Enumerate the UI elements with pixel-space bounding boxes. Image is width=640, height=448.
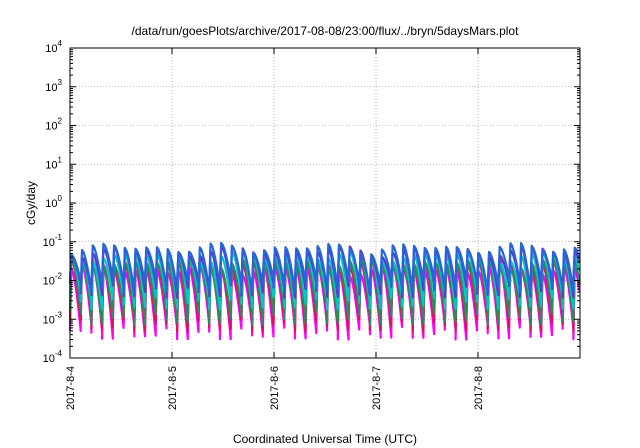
x-tick-labels: 2017-8-4 2017-8-5 2017-8-6 2017-8-7 2017-8-8 [65, 366, 485, 410]
axis-ticks [69, 47, 580, 359]
y-tick-label: 10-2 [43, 272, 63, 288]
y-tick-label: 104 [45, 39, 62, 55]
y-tick-label: 101 [45, 155, 62, 171]
series-group [68, 241, 581, 341]
y-tick-label: 10-3 [43, 310, 63, 326]
y-tick-label: 103 [45, 78, 62, 94]
y-tick-label: 100 [45, 194, 62, 210]
x-tick-label: 2017-8-6 [269, 366, 281, 410]
x-axis-label: Coordinated Universal Time (UTC) [233, 432, 417, 446]
x-tick-label: 2017-8-7 [371, 366, 383, 410]
y-tick-labels: 104 103 102 101 100 10-1 10-2 10-3 10-4 [43, 39, 63, 365]
series-line-3 [68, 256, 581, 326]
y-tick-label: 102 [45, 117, 62, 133]
y-tick-label: 10-1 [43, 233, 63, 249]
x-tick-label: 2017-8-4 [65, 366, 77, 410]
x-tick-label: 2017-8-5 [167, 366, 179, 410]
x-tick-label: 2017-8-8 [473, 366, 485, 410]
series-line-6 [68, 241, 581, 294]
series-line-4 [68, 249, 581, 311]
chart-title: /data/run/goesPlots/archive/2017-08-08/2… [132, 24, 520, 38]
y-tick-label: 10-4 [43, 349, 63, 365]
y-axis-label: cGy/day [24, 181, 38, 225]
